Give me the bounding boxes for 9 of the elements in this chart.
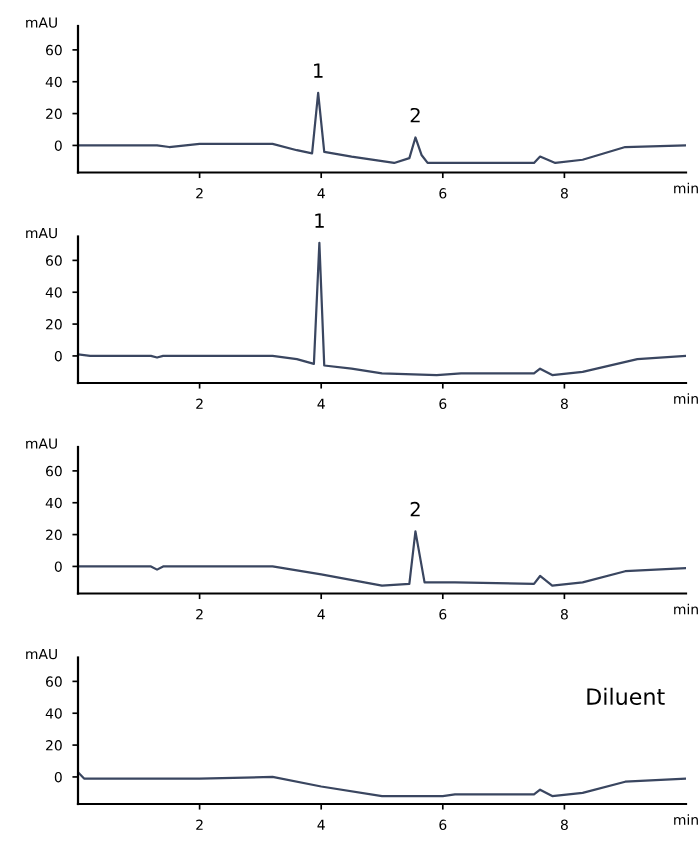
line-series [78, 530, 686, 587]
line-series [78, 91, 686, 165]
annotation: 2 [410, 501, 420, 517]
annotation: 1 [314, 63, 323, 78]
line-series [78, 241, 686, 377]
line-series [78, 771, 686, 798]
annotation: Diluent [587, 687, 665, 705]
annotation: 2 [410, 107, 420, 123]
annotation: 1 [315, 213, 324, 228]
